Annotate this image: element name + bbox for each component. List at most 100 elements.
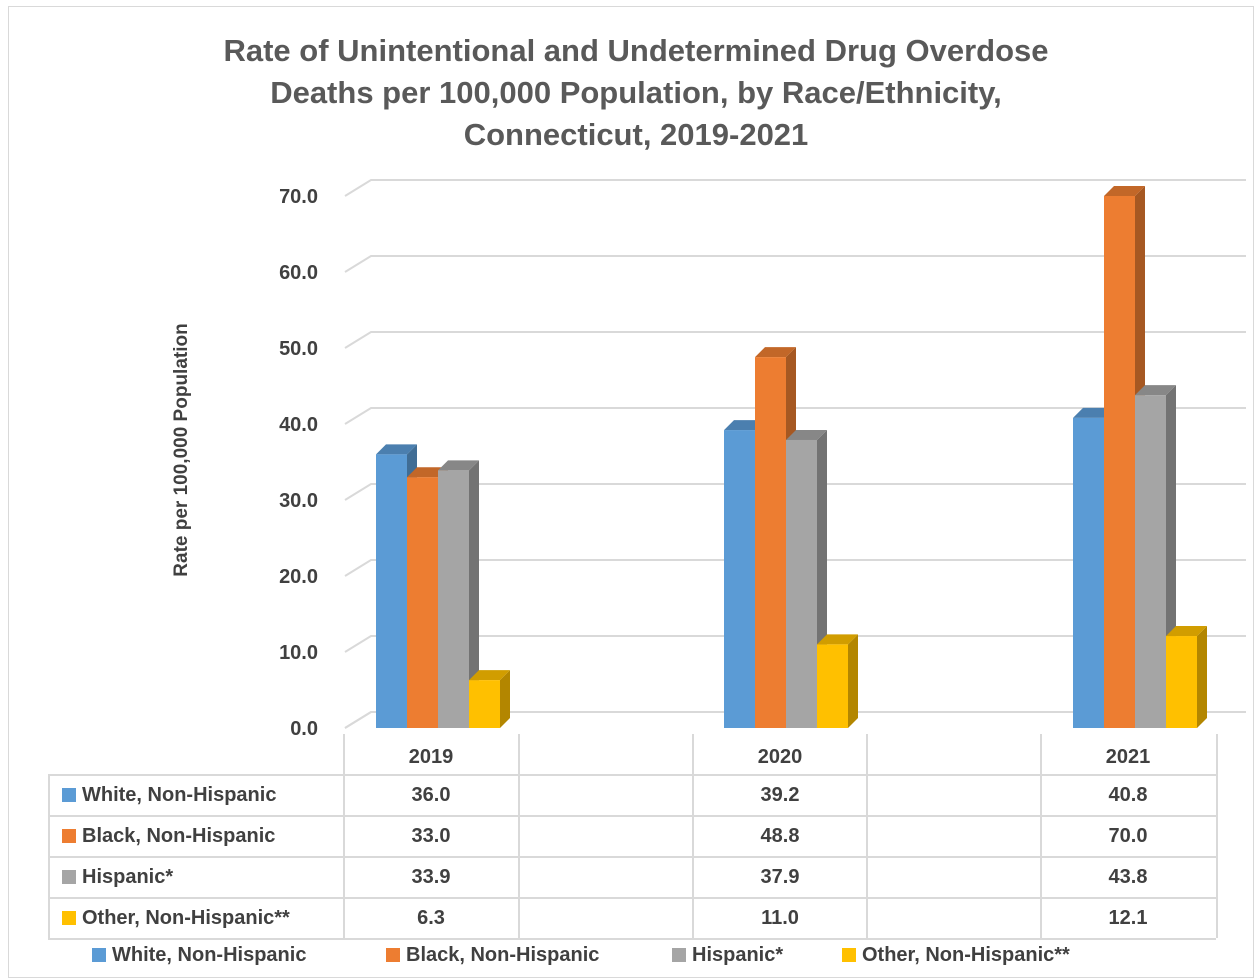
legend-label: White, Non-Hispanic [112, 944, 307, 966]
gridline [344, 179, 1246, 197]
legend-swatch [62, 788, 76, 802]
chart-frame [8, 6, 1254, 978]
table-row-label: White, Non-Hispanic [62, 784, 276, 807]
legend-swatch [842, 948, 856, 962]
table-row-label-text: Hispanic* [82, 866, 174, 888]
y-tick-label: 40.0 [279, 414, 318, 436]
chart-title-line-3: Connecticut, 2019-2021 [463, 117, 809, 152]
gridline [344, 255, 1246, 273]
table-border [1040, 734, 1042, 938]
bar [1135, 395, 1166, 728]
data-label: 36.0 [411, 784, 451, 806]
data-label: 70.0 [1108, 825, 1148, 847]
bar-top [469, 670, 510, 681]
bar [438, 470, 469, 728]
legend-swatch [62, 829, 76, 843]
y-tick-label: 50.0 [279, 338, 318, 360]
table-row-label-text: Black, Non-Hispanic [82, 825, 276, 847]
data-label: 37.9 [760, 866, 800, 888]
bar [1104, 196, 1135, 728]
data-label: 33.0 [411, 825, 451, 847]
table-border [48, 938, 1216, 940]
legend-swatch [386, 948, 400, 962]
chart-title: Rate of Unintentional and Undetermined D… [0, 30, 1256, 156]
legend-label: Black, Non-Hispanic [406, 944, 600, 966]
bar-side [1197, 626, 1207, 728]
y-tick-label: 20.0 [279, 566, 318, 588]
y-tick-label: 0.0 [290, 718, 318, 740]
gridline [344, 483, 1246, 501]
gridline [344, 635, 1246, 653]
bar [724, 430, 755, 728]
bar-top [1135, 385, 1176, 396]
bar-top [755, 347, 796, 358]
table-row-label-text: White, Non-Hispanic [82, 784, 277, 806]
bar-side [848, 634, 858, 728]
chart-title-line-1: Rate of Unintentional and Undetermined D… [223, 33, 1049, 68]
table-border [1216, 734, 1218, 938]
y-tick-label: 10.0 [279, 642, 318, 664]
data-label: 43.8 [1108, 866, 1148, 888]
data-label: 40.8 [1108, 784, 1148, 806]
table-border [48, 815, 1216, 817]
bar [1073, 417, 1104, 728]
bar-top [1166, 626, 1207, 637]
data-label: 39.2 [760, 784, 800, 806]
bar-side [500, 670, 510, 728]
table-border [48, 897, 1216, 899]
x-tick-label: 2021 [1105, 746, 1151, 768]
table-border [518, 734, 520, 938]
data-label: 11.0 [761, 907, 799, 929]
legend-item: White, Non-Hispanic [92, 944, 306, 967]
bar-side [469, 460, 479, 728]
table-border [343, 734, 345, 938]
legend-item: Black, Non-Hispanic [386, 944, 599, 967]
legend-swatch [62, 911, 76, 925]
table-border [48, 856, 1216, 858]
bar-top [786, 429, 827, 440]
chart-legend: White, Non-Hispanic Black, Non-Hispanic Hi… [0, 944, 1256, 974]
bar [786, 439, 817, 728]
legend-item: Other, Non-Hispanic** [842, 944, 1070, 967]
floor-line [344, 711, 1246, 729]
table-row-label-text: Other, Non-Hispanic** [82, 907, 290, 929]
legend-swatch [92, 948, 106, 962]
gridline [344, 559, 1246, 577]
bar [376, 454, 407, 728]
bar-top [438, 460, 479, 471]
bar-top [724, 420, 765, 431]
data-label: 12.1 [1108, 907, 1148, 929]
y-tick-label: 70.0 [279, 186, 318, 208]
y-tick-label: 30.0 [279, 490, 318, 512]
data-label: 33.9 [411, 866, 451, 888]
bar-top [1073, 407, 1114, 418]
table-border [692, 734, 694, 938]
bar-top [376, 444, 417, 455]
x-tick-label: 2020 [757, 746, 803, 768]
table-row-label: Hispanic* [62, 866, 173, 889]
data-label: 6.3 [417, 907, 445, 929]
gridline [344, 407, 1246, 425]
data-label: 48.8 [760, 825, 800, 847]
table-border [866, 734, 868, 938]
table-row-label: Other, Non-Hispanic** [62, 907, 290, 930]
y-tick-label: 60.0 [279, 262, 318, 284]
bar [407, 477, 438, 728]
legend-label: Other, Non-Hispanic** [862, 944, 1070, 966]
legend-item: Hispanic* [672, 944, 783, 967]
bar [755, 357, 786, 728]
bar [1166, 636, 1197, 728]
legend-swatch [672, 948, 686, 962]
bar-top [407, 467, 448, 478]
bar [817, 644, 848, 728]
table-row-label: Black, Non-Hispanic [62, 825, 275, 848]
legend-swatch [62, 870, 76, 884]
gridline [344, 331, 1246, 349]
legend-label: Hispanic* [692, 944, 784, 966]
bar-top [1104, 186, 1145, 196]
bar-top [817, 634, 858, 645]
table-border [48, 774, 1216, 776]
chart-title-line-2: Deaths per 100,000 Population, by Race/E… [270, 75, 1002, 110]
x-tick-label: 2019 [408, 746, 454, 768]
